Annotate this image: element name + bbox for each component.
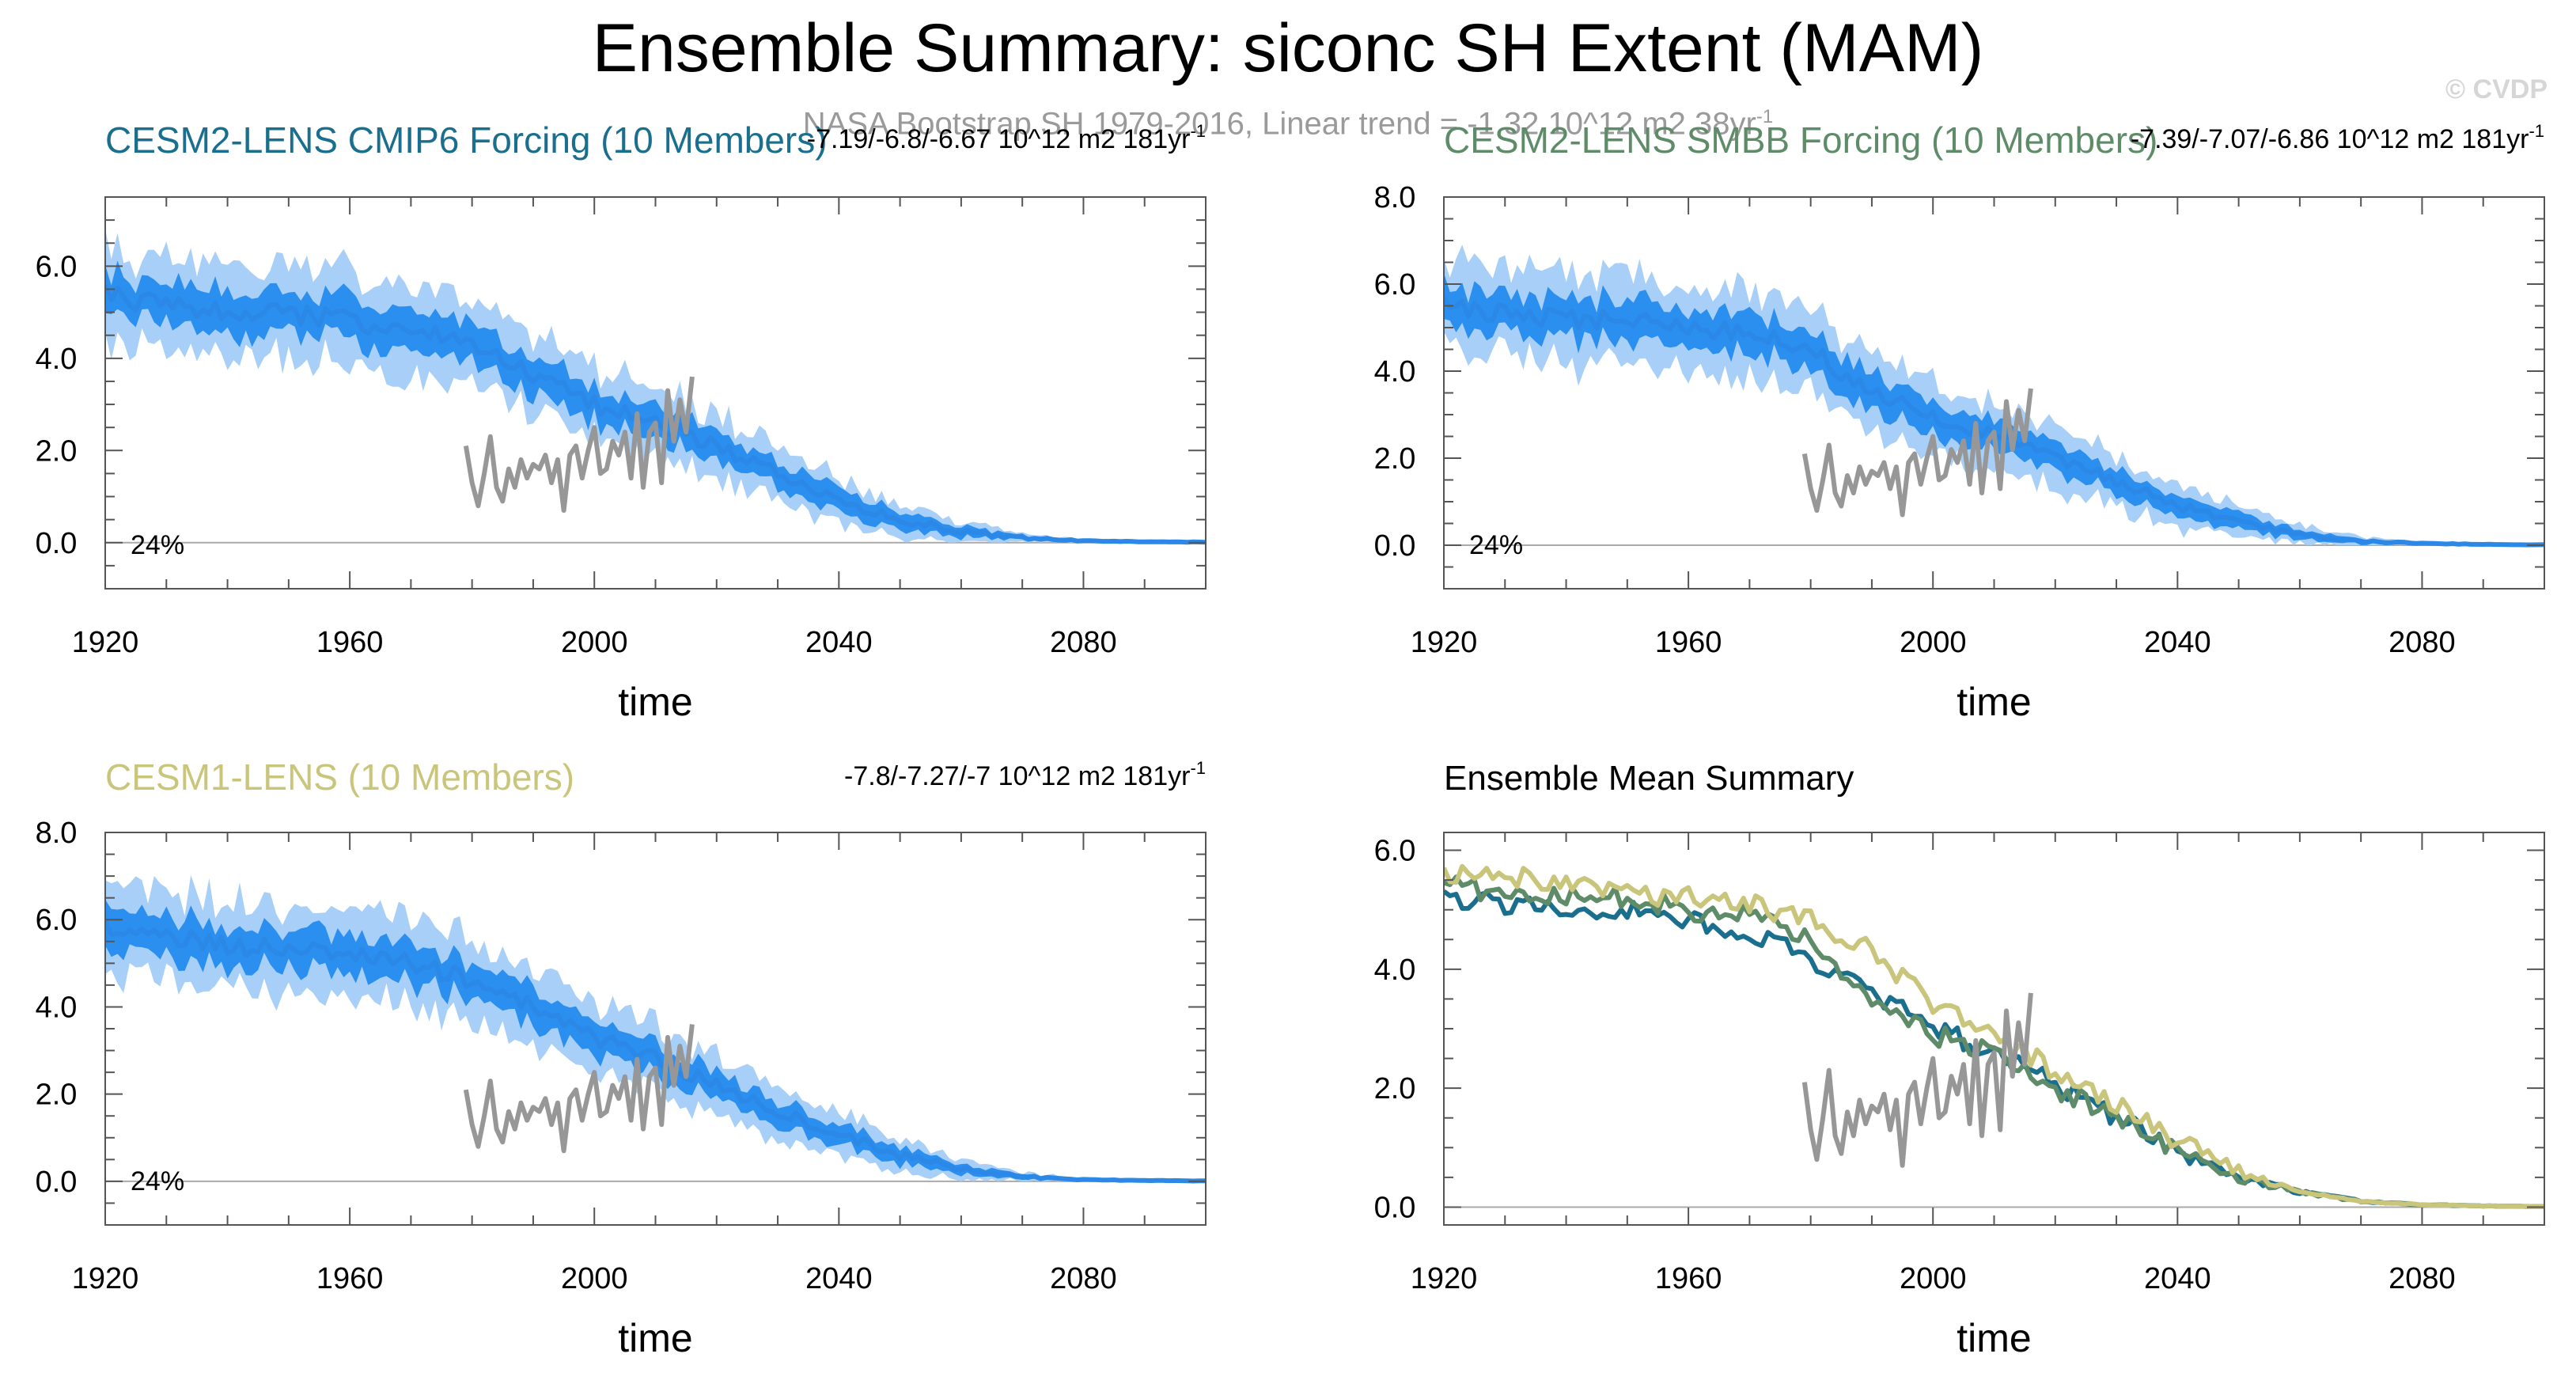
ensemble-mean-line <box>105 284 1206 545</box>
plot-area <box>1444 245 2544 548</box>
spread-band-inner <box>105 899 1206 1181</box>
x-axis-label: time <box>1957 1316 2031 1360</box>
y-tick-label: 0.0 <box>36 1166 78 1199</box>
panel-title: CESM2-LENS SMBB Forcing (10 Members) <box>1444 119 2157 161</box>
percent-label: 24% <box>1469 530 1523 560</box>
x-axis-label: time <box>618 1316 692 1360</box>
y-tick-label: 6.0 <box>1374 268 1416 301</box>
y-tick-label: 2.0 <box>36 434 78 468</box>
obs-line-nasa-bootstrap <box>1801 388 2033 518</box>
chart-panel-ensemble_summary: 1920 1960 2000 2040 2080 0.0 2.0 4.0 6.0 time Ense… <box>1374 759 2545 1360</box>
x-tick-label: 2080 <box>1050 626 1117 659</box>
x-tick-label: 2000 <box>1900 626 1967 659</box>
x-tick-label: 2040 <box>2144 626 2211 659</box>
y-tick-label: 4.0 <box>36 343 78 376</box>
chart-panel-cesm1: 1920 1960 2000 2040 2080 0.0 2.0 4.0 6.0 8.0 time C… <box>36 756 1207 1360</box>
trend-value: -7.19/-6.8/-6.67 10^12 m2 181yr <box>807 124 1191 154</box>
series-line-cesm2_smbb <box>1444 874 2544 1209</box>
x-tick-label: 2040 <box>805 1262 873 1295</box>
obs-line-nasa-bootstrap <box>1801 992 2033 1168</box>
x-tick-label: 2080 <box>1050 1262 1117 1295</box>
trend-sup: -1 <box>2529 121 2544 141</box>
obs-line-nasa-bootstrap <box>463 1024 695 1154</box>
x-tick-label: 1920 <box>72 1262 139 1295</box>
spread-band-outer <box>105 874 1206 1181</box>
panel-title: CESM2-LENS CMIP6 Forcing (10 Members) <box>105 119 828 161</box>
percent-label: 24% <box>131 530 184 560</box>
plot-area <box>1444 863 2544 1209</box>
panel-trend-text: -7.8/-7.27/-7 10^12 m2 181yr-1 <box>844 758 1206 791</box>
panel-title: Ensemble Mean Summary <box>1444 759 1854 798</box>
y-tick-label: 4.0 <box>1374 954 1416 987</box>
ensemble-mean-line <box>105 920 1206 1184</box>
spread-band-outer <box>105 229 1206 543</box>
panel-title: CESM1-LENS (10 Members) <box>105 756 574 798</box>
x-tick-label: 2040 <box>2144 1262 2211 1295</box>
y-tick-label: 8.0 <box>1374 181 1416 214</box>
panel-trend-text: -7.39/-7.07/-6.86 10^12 m2 181yr-1 <box>2131 121 2544 154</box>
credit-label: © CVDP <box>2445 74 2548 104</box>
x-tick-label: 2000 <box>561 626 628 659</box>
spread-band-outer <box>1444 245 2544 545</box>
x-tick-label: 1960 <box>316 626 384 659</box>
panel-trend-text: -7.19/-6.8/-6.67 10^12 m2 181yr-1 <box>807 121 1206 154</box>
y-tick-label: 0.0 <box>1374 1191 1416 1224</box>
x-tick-label: 1960 <box>1655 1262 1722 1295</box>
y-tick-label: 6.0 <box>36 250 78 283</box>
plot-frame <box>1443 196 2545 590</box>
chart-panel-cesm2_smbb: 1920 1960 2000 2040 2080 0.0 2.0 4.0 6.0 8.0 time C… <box>1374 119 2545 724</box>
series-line-cesm1 <box>1444 863 2544 1209</box>
x-tick-label: 2000 <box>1900 1262 1967 1295</box>
x-tick-label: 1960 <box>1655 626 1722 659</box>
chart-panel-cesm2_cmip6: 1920 1960 2000 2040 2080 0.0 2.0 4.0 6.0 time CESM… <box>36 119 1207 724</box>
trend-sup: -1 <box>1190 121 1206 141</box>
x-tick-label: 2040 <box>805 626 873 659</box>
x-tick-label: 1920 <box>72 626 139 659</box>
y-tick-label: 4.0 <box>1374 355 1416 389</box>
spread-band-inner <box>1444 273 2544 545</box>
y-tick-label: 0.0 <box>1374 529 1416 563</box>
y-tick-label: 2.0 <box>1374 1072 1416 1105</box>
plot-area <box>105 229 1206 545</box>
obs-line-nasa-bootstrap <box>463 376 695 513</box>
y-tick-label: 0.0 <box>36 527 78 560</box>
y-tick-label: 6.0 <box>1374 835 1416 868</box>
x-tick-label: 2080 <box>2388 1262 2456 1295</box>
obs-subtitle: NASA Bootstrap SH 1979-2016, Linear tren… <box>802 106 1774 142</box>
x-tick-label: 2000 <box>561 1262 628 1295</box>
x-axis-label: time <box>1957 680 2031 724</box>
x-tick-label: 1920 <box>1411 626 1478 659</box>
y-tick-label: 2.0 <box>36 1079 78 1112</box>
y-tick-label: 4.0 <box>36 991 78 1024</box>
percent-label: 24% <box>131 1166 184 1196</box>
y-tick-label: 8.0 <box>36 817 78 850</box>
trend-sup: -1 <box>1190 758 1206 778</box>
plot-frame <box>1443 832 2545 1226</box>
trend-value: -7.8/-7.27/-7 10^12 m2 181yr <box>844 761 1190 791</box>
y-tick-label: 6.0 <box>36 904 78 937</box>
x-tick-label: 2080 <box>2388 626 2456 659</box>
x-tick-label: 1960 <box>316 1262 384 1295</box>
trend-value: -7.39/-7.07/-6.86 10^12 m2 181yr <box>2131 124 2529 154</box>
x-axis-label: time <box>618 680 692 724</box>
plot-area <box>105 874 1206 1184</box>
figure-title: Ensemble Summary: siconc SH Extent (MAM) <box>592 10 1984 86</box>
x-tick-label: 1920 <box>1411 1262 1478 1295</box>
y-tick-label: 2.0 <box>1374 442 1416 476</box>
